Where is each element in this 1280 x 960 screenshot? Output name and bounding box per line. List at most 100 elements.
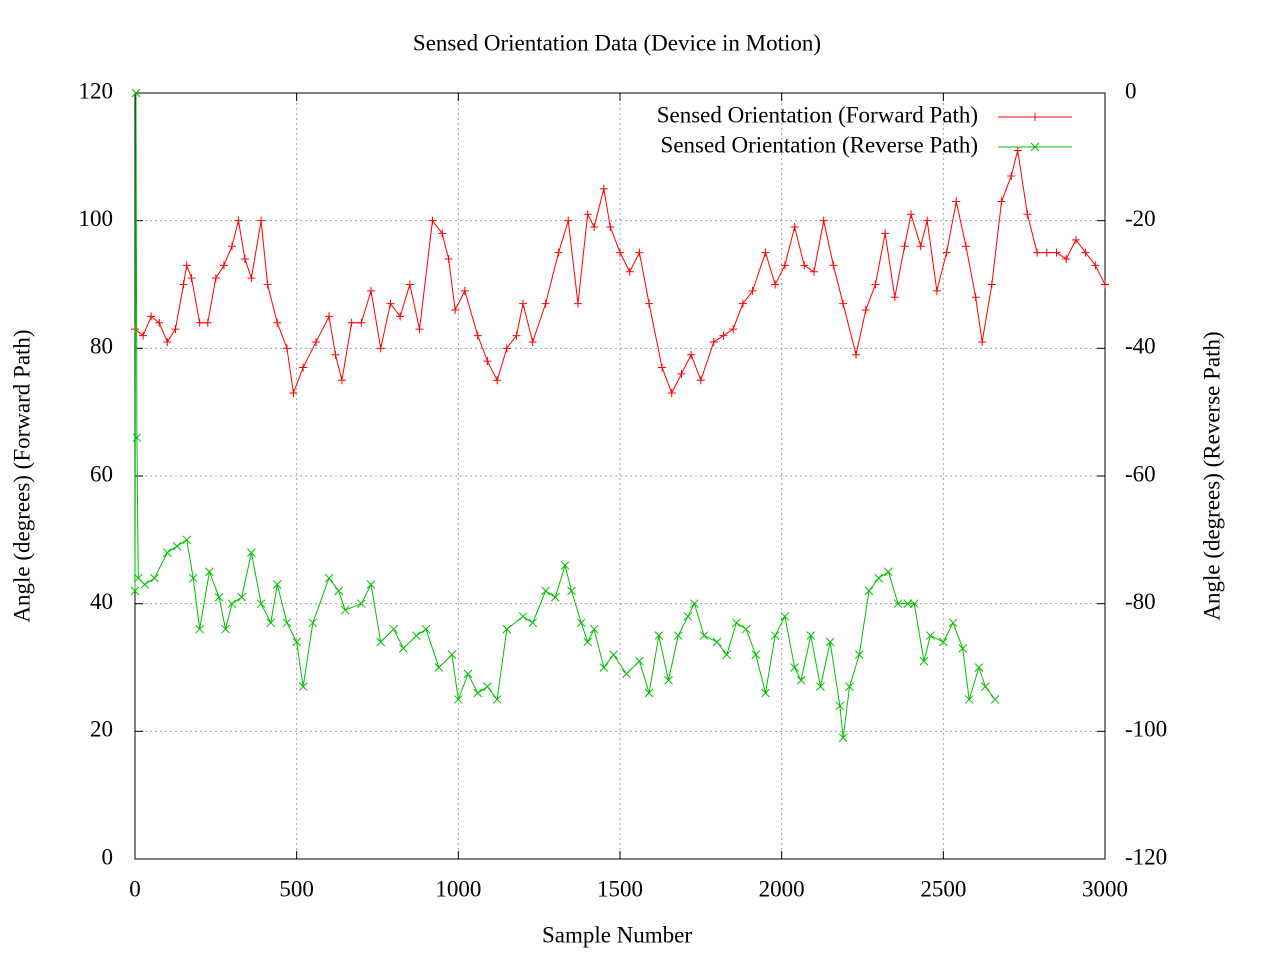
point-marker [1071,235,1080,244]
point-marker [337,376,346,385]
y-tick-label: 120 [79,78,114,103]
point-marker [162,548,172,557]
legend-label: Sensed Orientation (Reverse Path) [661,132,978,157]
x-tick-label: 1000 [435,876,481,901]
point-marker [203,318,212,327]
point-marker [131,88,141,98]
point-marker [741,624,751,634]
point-marker [282,618,292,628]
point-marker [214,592,224,602]
point-marker [919,656,929,666]
point-marker [221,624,230,634]
point-marker [890,293,899,302]
point-marker [881,229,890,238]
x-tick-label: 500 [279,876,314,901]
point-marker [1091,261,1100,270]
point-marker [421,624,431,634]
point-marker [376,637,386,647]
point-marker [712,637,722,647]
point-marker [916,242,925,251]
point-marker [997,197,1006,206]
point-marker [790,223,799,232]
point-marker [171,325,180,334]
point-marker [519,299,527,308]
point-marker [990,695,1000,704]
point-marker [932,286,941,295]
point-marker [1052,248,1061,257]
point-marker [1081,248,1090,257]
point-marker [770,631,780,640]
point-marker [1042,248,1051,257]
legend-label: Sensed Orientation (Forward Path) [657,102,978,127]
point-marker [854,650,864,660]
point-marker [583,210,592,219]
point-marker [299,363,308,372]
point-marker [696,376,705,385]
point-marker [942,248,951,257]
x-tick-label: 2000 [759,876,805,901]
point-marker [909,599,919,609]
y2-axis-label: Angle (degrees) (Reverse Path) [1199,331,1224,620]
point-marker [451,306,460,315]
y2-tick-label: -100 [1125,717,1167,742]
point-marker [444,254,453,263]
point-marker [237,592,247,602]
point-marker [492,695,502,704]
point-marker [1031,113,1039,121]
point-marker [227,599,237,609]
point-marker [654,631,664,640]
x-tick-label: 3000 [1082,876,1128,901]
point-marker [907,210,915,219]
point-marker [308,618,318,628]
point-marker [673,631,683,640]
point-marker [829,261,838,270]
point-marker [554,248,563,257]
point-marker [256,599,266,609]
point-marker [396,312,405,321]
point-marker [845,682,854,692]
point-marker [1062,254,1071,263]
point-marker [272,580,282,589]
point-marker [729,325,738,334]
point-marker [567,586,576,596]
point-marker [609,650,618,660]
point-marker [790,663,799,672]
point-marker [861,306,870,315]
point-marker [463,669,473,679]
point-marker [690,599,699,609]
point-marker [550,592,560,602]
series-line [134,150,1106,395]
point-marker [155,318,164,327]
point-marker [473,331,482,340]
point-marker [961,242,970,251]
point-marker [761,248,770,257]
point-marker [1007,171,1016,180]
point-marker [356,599,366,609]
point-marker [188,573,198,583]
point-marker [473,688,483,698]
point-marker [140,580,150,589]
point-marker [738,299,747,308]
point-marker [528,337,537,346]
point-marker [864,586,874,596]
point-marker [852,350,861,359]
point-marker [483,357,492,366]
point-marker [147,312,156,321]
point-marker [182,261,191,270]
y-tick-label: 60 [90,461,113,486]
point-marker [751,650,761,660]
point-marker [150,573,159,583]
point-marker [325,312,333,321]
point-marker [838,733,848,743]
point-marker [205,567,214,577]
point-marker [987,280,996,289]
point-marker [645,299,654,308]
point-marker [386,299,395,308]
point-marker [884,567,893,577]
y-tick-label: 100 [79,206,114,231]
point-marker [447,650,457,660]
point-marker [981,682,990,692]
point-marker [298,682,308,692]
point-marker [247,274,256,283]
y2-tick-label: -20 [1125,206,1156,231]
